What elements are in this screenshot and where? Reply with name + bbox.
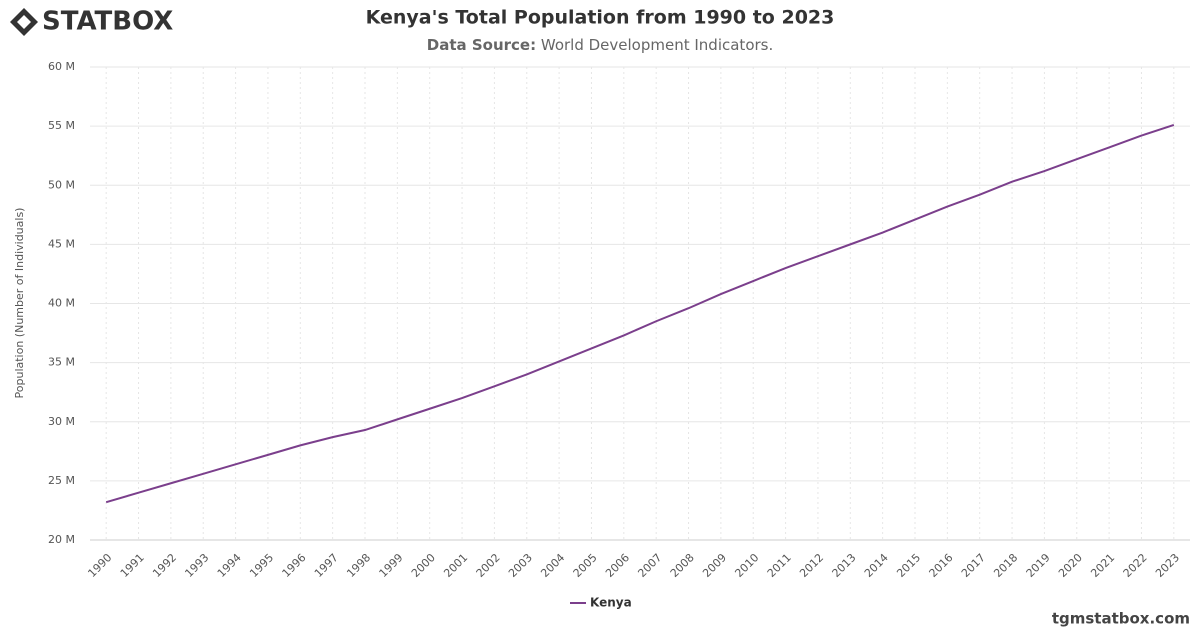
subtitle-label: Data Source: (427, 36, 536, 54)
x-tick-label: 1996 (280, 551, 309, 580)
subtitle-text: World Development Indicators. (541, 36, 773, 54)
chart-subtitle: Data Source: World Development Indicator… (427, 36, 774, 54)
x-tick-label: 2023 (1153, 551, 1182, 580)
x-tick-label: 1993 (182, 551, 211, 580)
x-tick-label: 2003 (506, 551, 535, 580)
y-tick-label: 50 M (48, 178, 75, 191)
x-tick-label: 2010 (732, 551, 761, 580)
x-tick-label: 2001 (441, 551, 470, 580)
x-tick-label: 2007 (635, 551, 664, 580)
x-tick-label: 2016 (927, 551, 956, 580)
x-tick-label: 2006 (603, 551, 632, 580)
y-tick-label: 20 M (48, 533, 75, 546)
x-tick-label: 2020 (1056, 551, 1085, 580)
y-tick-label: 55 M (48, 119, 75, 132)
y-axis-title: Population (Number of Individuals) (13, 208, 26, 399)
x-tick-label: 2014 (862, 551, 891, 580)
x-tick-label: 2008 (668, 551, 697, 580)
x-tick-label: 2019 (1024, 551, 1053, 580)
x-tick-label: 2018 (991, 551, 1020, 580)
x-tick-label: 1994 (215, 551, 244, 580)
logo: STATBOX (10, 7, 173, 37)
x-tick-label: 2012 (797, 551, 826, 580)
x-tick-label: 2011 (765, 551, 794, 580)
line (105, 123, 1175, 504)
x-tick-label: 2002 (474, 551, 503, 580)
x-tick-label: 1991 (118, 551, 147, 580)
logo-icon-inner (17, 15, 31, 29)
x-tick-label: 2022 (1121, 551, 1150, 580)
brand: STATBOX (42, 7, 173, 37)
x-tick-label: 1992 (150, 551, 179, 580)
x-tick-label: 1990 (85, 551, 114, 580)
x-tick-label: 2021 (1088, 551, 1117, 580)
legend-label: Kenya (590, 596, 632, 610)
x-tick-label: 2013 (830, 551, 859, 580)
x-tick-label: 1997 (312, 551, 341, 580)
x-tick-label: 2005 (571, 551, 600, 580)
x-tick-label: 2004 (538, 551, 567, 580)
y-tick-label: 45 M (48, 237, 75, 250)
footer: tgmstatbox.com (1052, 610, 1190, 628)
x-tick-label: 1999 (377, 551, 406, 580)
x-tick-label: 2009 (700, 551, 729, 580)
x-tick-label: 2015 (894, 551, 923, 580)
y-tick-label: 30 M (48, 415, 75, 428)
x-tick-label: 2017 (959, 551, 988, 580)
chart-title: Kenya's Total Population from 1990 to 20… (366, 7, 835, 29)
y-tick-label: 25 M (48, 474, 75, 487)
y-tick-label: 35 M (48, 356, 75, 369)
x-tick-label: 1995 (247, 551, 276, 580)
x-tick-label: 2000 (409, 551, 438, 580)
y-tick-label: 40 M (48, 297, 75, 310)
y-tick-label: 60 M (48, 60, 75, 73)
x-tick-label: 1998 (344, 551, 373, 580)
